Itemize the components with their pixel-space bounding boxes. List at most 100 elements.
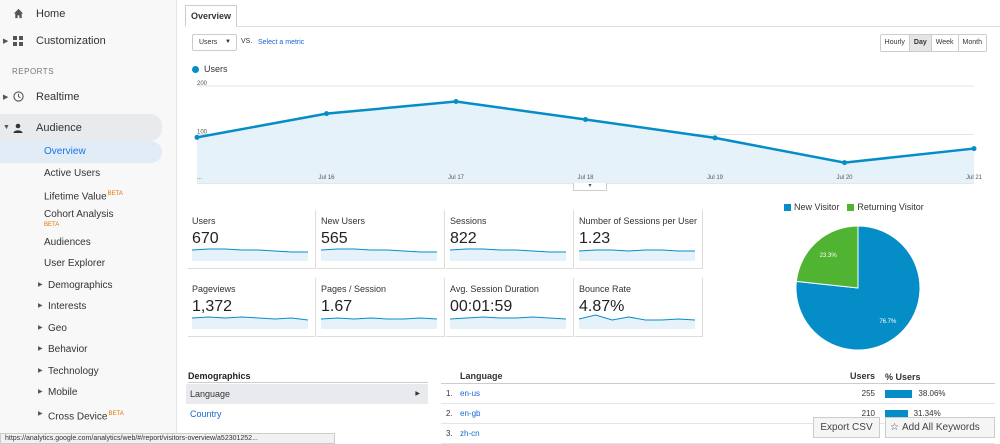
column-header-users: Users [849,371,875,381]
data-point[interactable] [842,160,847,166]
star-icon: ☆ [890,422,899,433]
data-point[interactable] [194,134,200,140]
x-tick-label: Jul 17 [448,175,465,181]
sparkline-line [579,314,695,321]
scorecard-value: 00:01:59 [450,298,513,315]
pie-slice-label: 23.3% [820,253,838,259]
scorecard-label: Sessions [450,216,487,226]
sidebar-item-realtime[interactable]: ▶ Realtime [0,83,176,110]
scorecard-value: 565 [321,230,348,247]
scorecard-users[interactable]: Users 670 [188,210,316,269]
period-hourly-button[interactable]: Hourly [880,35,909,51]
sidebar-item-geo[interactable]: ▶ Geo [0,318,176,340]
beta-badge: BETA [44,221,60,228]
demographics-language[interactable]: Language ▶ [186,384,428,404]
scorecard-bounce-rate[interactable]: Bounce Rate 4.87% [575,278,703,337]
pct-cell: 38.06% [875,389,995,398]
sidebar-item-lifetime-value[interactable]: Lifetime ValueBETA [0,184,176,206]
add-all-keywords-button[interactable]: ☆ Add All Keywords [885,417,995,438]
table-row[interactable]: 1. en-us 255 38.06% [441,384,995,404]
sidebar-item-home[interactable]: Home [0,0,176,27]
period-week-button[interactable]: Week [930,35,958,51]
sidebar-item-behavior[interactable]: ▶ Behavior [0,339,176,361]
scorecard-sessions[interactable]: Sessions 822 [446,210,574,269]
users-line-chart: 100 200... Jul 16 Jul 17 Jul 18 Jul 19 Jul 20 J… [194,81,983,184]
chevron-down-icon: ▼ [225,39,231,45]
expand-caret-icon: ▶ [38,367,43,374]
sidebar-item-overview[interactable]: Overview [0,141,162,163]
scorecard-label: Users [192,216,216,226]
sparkline [579,314,695,329]
sidebar-item-user-explorer[interactable]: User Explorer [0,253,176,275]
sidebar-item-customization[interactable]: ▶ Customization [0,27,176,54]
expand-caret-icon: ▶ [38,410,43,417]
scorecard-number-of-sessions-per-user[interactable]: Number of Sessions per User 1.23 [575,210,703,269]
scorecard-value: 1.67 [321,298,353,315]
sparkline-line [579,249,695,252]
data-point[interactable] [971,146,977,152]
export-csv-button[interactable]: Export CSV [813,417,880,438]
scorecard-label: Number of Sessions per User [579,216,698,226]
scorecard-pages-session[interactable]: Pages / Session 1.67 [317,278,445,337]
person-icon [12,122,24,134]
y-tick-label: 100 [197,130,208,136]
sidebar-item-interests[interactable]: ▶ Interests [0,296,176,318]
demographics-country[interactable]: Country [186,404,428,424]
pie-slice[interactable] [795,225,859,289]
pct-bar [885,409,908,418]
sparkline-area [321,318,437,329]
area-fill [197,101,974,183]
sparkline [192,316,308,329]
sidebar-item-cohort-analysis[interactable]: Cohort Analysis BETA [0,206,176,232]
button-label: Add All Keywords [901,422,980,433]
sidebar-item-cross-device[interactable]: ▶ Cross DeviceBETA [0,404,176,426]
period-day-button[interactable]: Day [908,35,931,51]
language-link[interactable]: en-us [460,389,481,398]
data-point[interactable] [712,135,718,141]
sidebar-item-label: Overview [44,146,86,157]
table-row[interactable]: 2. en-gb 210 31.34% [441,404,995,424]
column-header-pct-users: % Users [885,372,921,382]
scorecard-pageviews[interactable]: Pageviews 1,372 [188,278,316,337]
select-metric-link[interactable]: Select a metric [258,39,305,46]
metric-select[interactable]: Users ▼ [192,34,237,51]
data-point[interactable] [324,111,329,117]
tab-overview[interactable]: Overview [185,5,238,27]
expand-caret-icon: ▶ [38,324,43,331]
sidebar-item-label: Behavior [48,344,88,355]
expand-caret-icon: ▶ [38,281,43,288]
sparkline-area [321,249,437,261]
data-point[interactable] [453,99,459,105]
scorecard-new-users[interactable]: New Users 565 [317,210,445,269]
sidebar-item-audience[interactable]: ▼ Audience [0,114,162,141]
home-icon [12,8,24,20]
scorecard-label: New Users [321,216,366,226]
sidebar-item-active-users[interactable]: Active Users [0,163,176,185]
data-point[interactable] [583,116,588,122]
sidebar-item-label: Customization [36,34,106,47]
period-month-button[interactable]: Month [957,35,986,51]
sidebar-item-technology[interactable]: ▶ Technology [0,361,176,383]
collapse-caret-icon: ▼ [3,124,10,131]
sidebar-item-demographics[interactable]: ▶ Demographics [0,275,176,297]
pie-slice-label: 76.7% [879,319,897,325]
x-tick-label: ... [197,175,202,181]
x-tick-label: Jul 18 [577,175,594,181]
sparkline-line [192,248,308,253]
reports-section-label: REPORTS [12,67,55,76]
scorecard-value: 822 [450,230,477,247]
language-link[interactable]: zh-cn [460,429,480,438]
row-number: 2. [446,409,453,418]
visitor-pie-chart: 76.7% 23.3% [795,225,921,351]
pct-cell: 31.34% [875,409,995,418]
row-number: 1. [446,389,453,398]
language-link[interactable]: en-gb [460,409,481,418]
sidebar-item-mobile[interactable]: ▶ Mobile [0,382,176,404]
scorecard-value: 1,372 [192,298,233,315]
chart-resize-handle[interactable]: ▾ [573,183,607,191]
sparkline-line [450,248,566,253]
scorecard-value: 1.23 [579,230,611,247]
scorecard-avg-session-duration[interactable]: Avg. Session Duration 00:01:59 [446,278,574,337]
sidebar-item-audiences[interactable]: Audiences [0,232,176,254]
sparkline-line [321,248,437,253]
